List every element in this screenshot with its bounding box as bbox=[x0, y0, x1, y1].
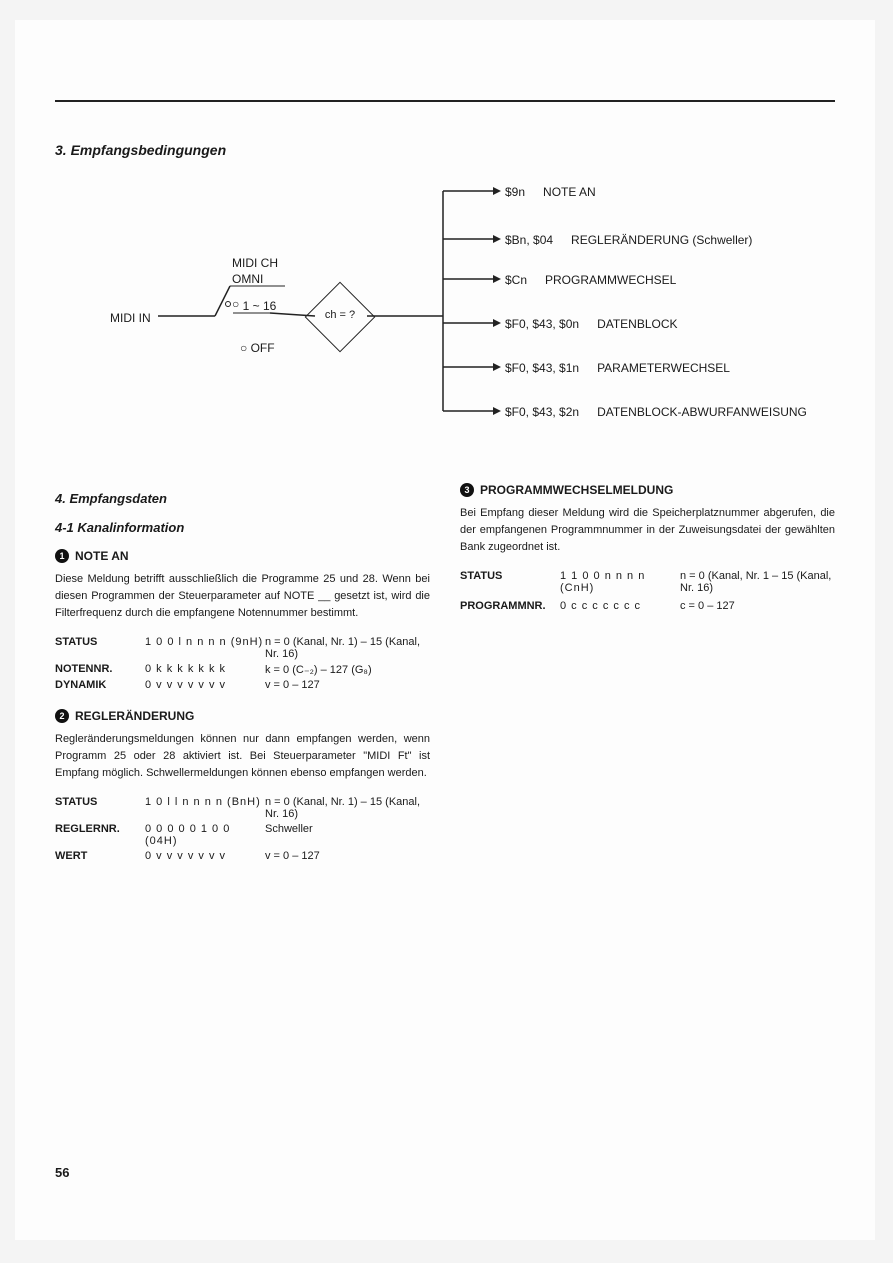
cell-note: n = 0 (Kanal, Nr. 1) – 15 (Kanal, Nr. 16… bbox=[265, 796, 430, 820]
midi-in-label: MIDI IN bbox=[110, 311, 151, 325]
cell-label: DYNAMIK bbox=[55, 679, 145, 691]
branch-code: $9n bbox=[505, 185, 525, 199]
cell-label: REGLERNR. bbox=[55, 823, 145, 847]
item-3-head: 3 PROGRAMMWECHSELMELDUNG bbox=[460, 483, 835, 497]
cell-label: STATUS bbox=[460, 570, 560, 594]
cell-value: 0 c c c c c c c bbox=[560, 600, 680, 612]
page-number: 56 bbox=[55, 1165, 69, 1180]
table-row: PROGRAMMNR. 0 c c c c c c c c = 0 – 127 bbox=[460, 600, 835, 612]
circled-number-icon: 2 bbox=[55, 709, 69, 723]
cell-value: 0 v v v v v v v bbox=[145, 679, 265, 691]
branch-row: $F0, $43, $0n DATENBLOCK bbox=[505, 317, 678, 331]
branch-row: $9n NOTE AN bbox=[505, 185, 596, 199]
cell-label: PROGRAMMNR. bbox=[460, 600, 560, 612]
cell-note: v = 0 – 127 bbox=[265, 679, 430, 691]
table-row: STATUS 1 0 l l n n n n (BnH) n = 0 (Kana… bbox=[55, 796, 430, 820]
item-3-table: STATUS 1 1 0 0 n n n n (CnH) n = 0 (Kana… bbox=[460, 570, 835, 612]
branch-code: $F0, $43, $2n bbox=[505, 405, 579, 419]
branch-desc: PARAMETERWECHSEL bbox=[597, 361, 730, 375]
columns: 4. Empfangsdaten 4-1 Kanalinformation 1 … bbox=[55, 483, 835, 880]
cell-value: 0 k k k k k k k bbox=[145, 663, 265, 676]
cell-note: Schweller bbox=[265, 823, 430, 847]
branch-code: $Bn, $04 bbox=[505, 233, 553, 247]
switch-off: ○ OFF bbox=[240, 341, 275, 355]
section-4-title: 4. Empfangsdaten bbox=[55, 491, 430, 506]
cell-value: 0 v v v v v v v bbox=[145, 850, 265, 862]
cell-value: 1 1 0 0 n n n n (CnH) bbox=[560, 570, 680, 594]
branch-code: $F0, $43, $0n bbox=[505, 317, 579, 331]
branch-row: $F0, $43, $1n PARAMETERWECHSEL bbox=[505, 361, 730, 375]
right-column: 3 PROGRAMMWECHSELMELDUNG Bei Empfang die… bbox=[460, 483, 835, 880]
cell-label: NOTENNR. bbox=[55, 663, 145, 676]
item-2-title: REGLERÄNDERUNG bbox=[75, 709, 194, 723]
branch-code: $F0, $43, $1n bbox=[505, 361, 579, 375]
item-2-head: 2 REGLERÄNDERUNG bbox=[55, 709, 430, 723]
cell-value: 0 0 0 0 0 1 0 0 (04H) bbox=[145, 823, 265, 847]
item-2-text: Regleränderungsmeldungen können nur dann… bbox=[55, 731, 430, 782]
branch-code: $Cn bbox=[505, 273, 527, 287]
branch-desc: NOTE AN bbox=[543, 185, 596, 199]
item-2-table: STATUS 1 0 l l n n n n (BnH) n = 0 (Kana… bbox=[55, 796, 430, 862]
switch-range-txt: 1 ~ 16 bbox=[243, 299, 277, 313]
branch-desc: PROGRAMMWECHSEL bbox=[545, 273, 676, 287]
decision-label: ch = ? bbox=[317, 309, 363, 321]
left-column: 4. Empfangsdaten 4-1 Kanalinformation 1 … bbox=[55, 483, 430, 880]
branch-desc: REGLERÄNDERUNG (Schweller) bbox=[571, 233, 752, 247]
cell-note: k = 0 (C₋₂) – 127 (G₈) bbox=[265, 663, 430, 676]
circled-number-icon: 1 bbox=[55, 549, 69, 563]
branch-row: $F0, $43, $2n DATENBLOCK-ABWURFANWEISUNG bbox=[505, 405, 807, 419]
table-row: NOTENNR. 0 k k k k k k k k = 0 (C₋₂) – 1… bbox=[55, 663, 430, 676]
branch-row: $Bn, $04 REGLERÄNDERUNG (Schweller) bbox=[505, 233, 752, 247]
table-row: REGLERNR. 0 0 0 0 0 1 0 0 (04H) Schwelle… bbox=[55, 823, 430, 847]
item-1-head: 1 NOTE AN bbox=[55, 549, 430, 563]
switch-range: ○ 1 ~ 16 bbox=[232, 299, 276, 313]
table-row: DYNAMIK 0 v v v v v v v v = 0 – 127 bbox=[55, 679, 430, 691]
section-4-1-title: 4-1 Kanalinformation bbox=[55, 520, 430, 535]
switch-label-2: OMNI bbox=[232, 272, 263, 286]
cell-label: STATUS bbox=[55, 636, 145, 660]
circled-number-icon: 3 bbox=[460, 483, 474, 497]
item-1-text: Diese Meldung betrifft ausschließlich di… bbox=[55, 571, 430, 622]
table-row: STATUS 1 1 0 0 n n n n (CnH) n = 0 (Kana… bbox=[460, 570, 835, 594]
item-1-title: NOTE AN bbox=[75, 549, 129, 563]
top-rule bbox=[55, 100, 835, 102]
cell-label: STATUS bbox=[55, 796, 145, 820]
item-3-text: Bei Empfang dieser Meldung wird die Spei… bbox=[460, 505, 835, 556]
switch-label-1: MIDI CH bbox=[232, 256, 278, 270]
cell-label: WERT bbox=[55, 850, 145, 862]
cell-value: 1 0 0 l n n n n (9nH) bbox=[145, 636, 265, 660]
cell-note: n = 0 (Kanal, Nr. 1) – 15 (Kanal, Nr. 16… bbox=[265, 636, 430, 660]
cell-note: n = 0 (Kanal, Nr. 1 – 15 (Kanal, Nr. 16) bbox=[680, 570, 835, 594]
page: 3. Empfangsbedingungen MIDI IN MIDI CH O… bbox=[15, 20, 875, 1240]
section-3-title: 3. Empfangsbedingungen bbox=[55, 142, 835, 158]
item-1-table: STATUS 1 0 0 l n n n n (9nH) n = 0 (Kana… bbox=[55, 636, 430, 691]
cell-note: v = 0 – 127 bbox=[265, 850, 430, 862]
midi-diagram: MIDI IN MIDI CH OMNI ○ 1 ~ 16 ○ OFF ch =… bbox=[55, 183, 835, 453]
switch-label: MIDI CH OMNI bbox=[232, 256, 278, 287]
item-3-title: PROGRAMMWECHSELMELDUNG bbox=[480, 483, 673, 497]
cell-value: 1 0 l l n n n n (BnH) bbox=[145, 796, 265, 820]
branch-desc: DATENBLOCK-ABWURFANWEISUNG bbox=[597, 405, 807, 419]
table-row: STATUS 1 0 0 l n n n n (9nH) n = 0 (Kana… bbox=[55, 636, 430, 660]
branch-desc: DATENBLOCK bbox=[597, 317, 677, 331]
branch-row: $Cn PROGRAMMWECHSEL bbox=[505, 273, 676, 287]
table-row: WERT 0 v v v v v v v v = 0 – 127 bbox=[55, 850, 430, 862]
cell-note: c = 0 – 127 bbox=[680, 600, 835, 612]
